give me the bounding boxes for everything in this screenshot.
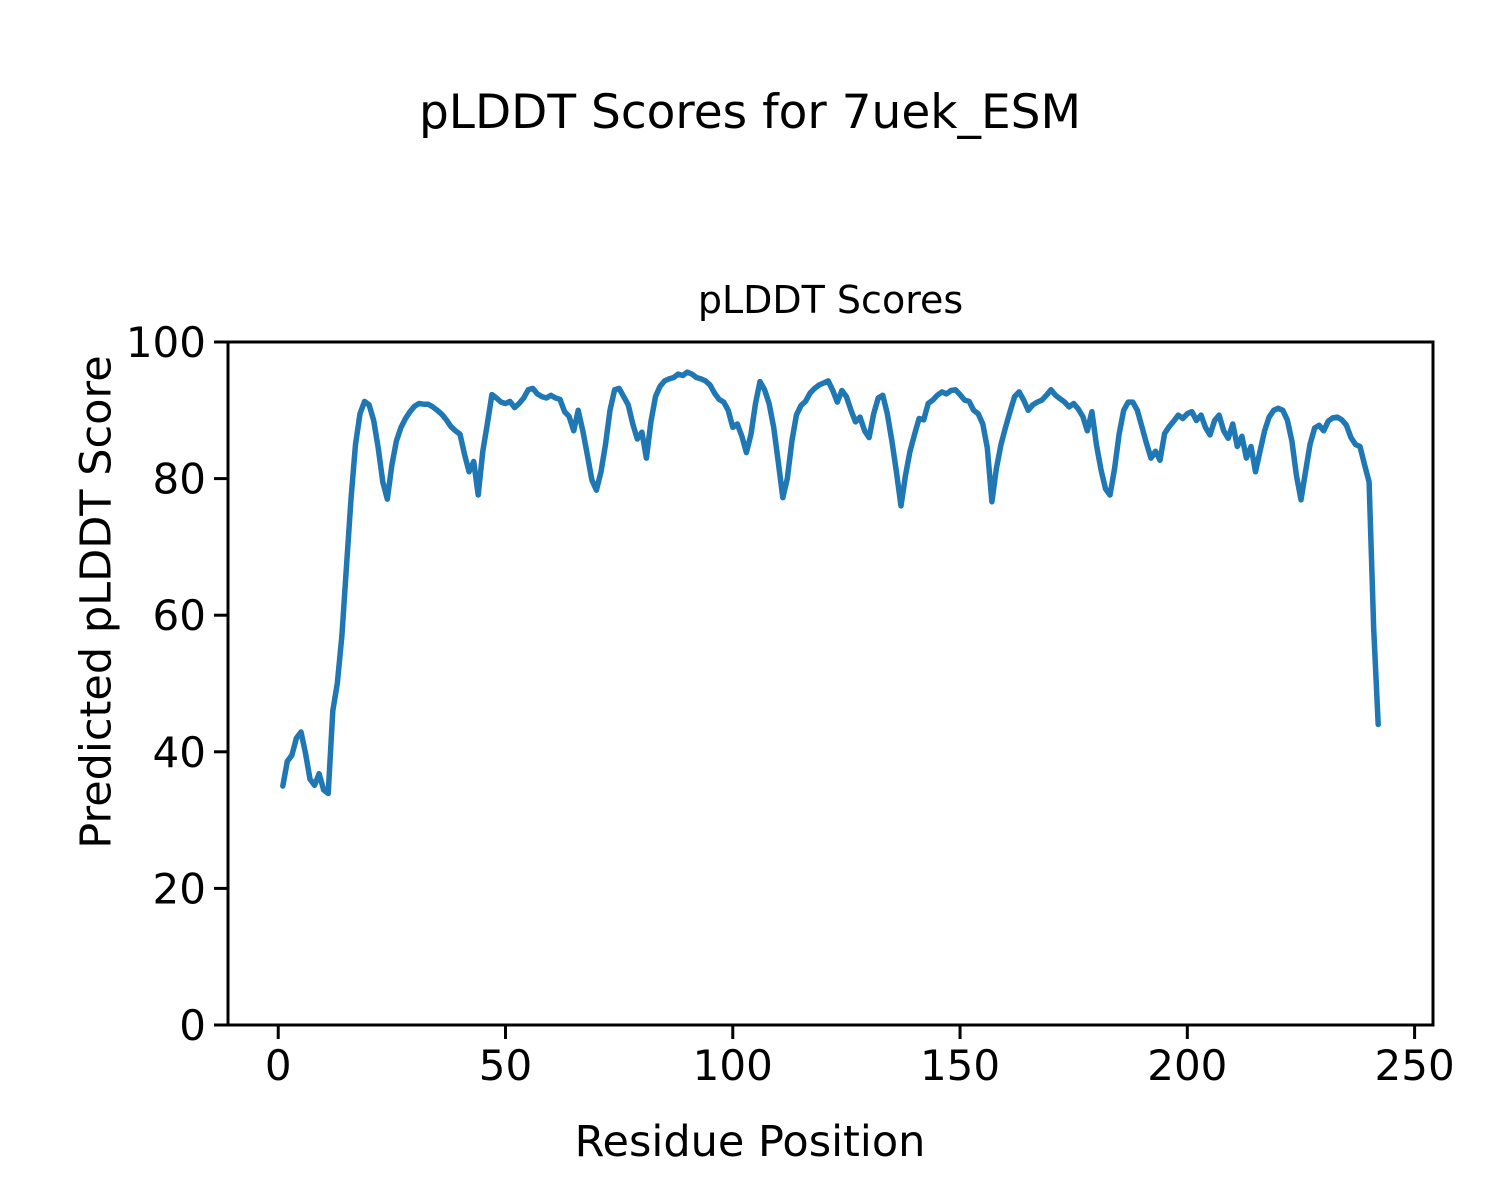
- y-tick-label: 40: [153, 728, 206, 777]
- y-tick-label: 0: [179, 1001, 206, 1050]
- plot-line: [280, 369, 1381, 797]
- x-tick-label: 250: [1375, 1041, 1455, 1090]
- x-axis-label: Residue Position: [574, 1117, 926, 1167]
- axes-frame: [226, 340, 1435, 1027]
- y-tick-label: 80: [153, 455, 206, 504]
- y-axis-label: Predicted pLDDT Score: [71, 355, 122, 849]
- y-tick-label: 20: [153, 864, 206, 913]
- y-tick-label: 60: [153, 591, 206, 640]
- y-tick-label: 100: [126, 318, 206, 367]
- x-tick-label: 0: [265, 1041, 292, 1090]
- x-tick-label: 150: [920, 1041, 1000, 1090]
- x-tick-label: 100: [693, 1041, 773, 1090]
- x-tick-label: 200: [1147, 1041, 1227, 1090]
- x-tick-label: 50: [479, 1041, 532, 1090]
- axes-title: pLDDT Scores: [697, 278, 964, 322]
- figure-title: pLDDT Scores for 7uek_ESM: [418, 85, 1082, 140]
